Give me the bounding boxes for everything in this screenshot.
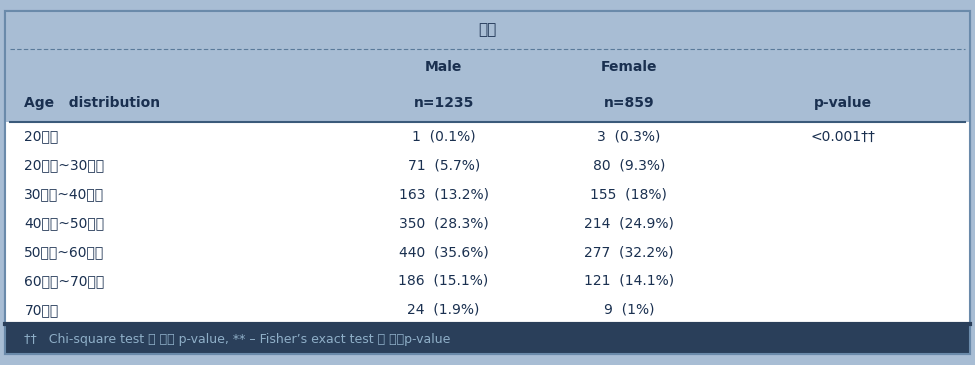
Text: 163  (13.2%): 163 (13.2%) (399, 187, 488, 201)
Text: Male: Male (425, 59, 462, 73)
Text: 24  (1.9%): 24 (1.9%) (408, 303, 480, 317)
FancyBboxPatch shape (5, 324, 970, 354)
Text: 20이상~30미만: 20이상~30미만 (24, 158, 104, 172)
FancyBboxPatch shape (5, 238, 970, 266)
Text: 121  (14.1%): 121 (14.1%) (584, 274, 674, 288)
FancyBboxPatch shape (5, 151, 970, 180)
FancyBboxPatch shape (5, 180, 970, 209)
Text: 186  (15.1%): 186 (15.1%) (399, 274, 488, 288)
Text: 성별: 성별 (479, 23, 496, 38)
Text: 71  (5.7%): 71 (5.7%) (408, 158, 480, 172)
FancyBboxPatch shape (5, 295, 970, 324)
Text: 50이상~60미만: 50이상~60미만 (24, 245, 104, 259)
Text: <0.001††: <0.001†† (811, 130, 876, 143)
Text: 440  (35.6%): 440 (35.6%) (399, 245, 488, 259)
Text: Age   distribution: Age distribution (24, 96, 161, 110)
Text: Female: Female (601, 59, 657, 73)
Text: 350  (28.3%): 350 (28.3%) (399, 216, 488, 230)
FancyBboxPatch shape (5, 266, 970, 295)
Text: 3  (0.3%): 3 (0.3%) (597, 130, 661, 143)
Text: 60이상~70미만: 60이상~70미만 (24, 274, 104, 288)
Text: 9  (1%): 9 (1%) (604, 303, 654, 317)
FancyBboxPatch shape (5, 209, 970, 238)
FancyBboxPatch shape (5, 49, 970, 84)
Text: p-value: p-value (814, 96, 873, 110)
Text: 277  (32.2%): 277 (32.2%) (584, 245, 674, 259)
Text: 214  (24.9%): 214 (24.9%) (584, 216, 674, 230)
FancyBboxPatch shape (5, 11, 970, 49)
Text: ††   Chi-square test 에 의한 p-value, ** – Fisher’s exact test 에 의한p-value: †† Chi-square test 에 의한 p-value, ** – Fi… (24, 333, 450, 346)
Text: 70이상: 70이상 (24, 303, 58, 317)
Text: n=859: n=859 (604, 96, 654, 110)
Text: 80  (9.3%): 80 (9.3%) (593, 158, 665, 172)
Text: 1  (0.1%): 1 (0.1%) (411, 130, 476, 143)
Text: 40이상~50미만: 40이상~50미만 (24, 216, 104, 230)
FancyBboxPatch shape (5, 11, 970, 354)
Text: 20미만: 20미만 (24, 130, 58, 143)
Text: n=1235: n=1235 (413, 96, 474, 110)
Text: 155  (18%): 155 (18%) (591, 187, 667, 201)
FancyBboxPatch shape (5, 84, 970, 122)
Text: 30이상~40미만: 30이상~40미만 (24, 187, 104, 201)
FancyBboxPatch shape (5, 122, 970, 151)
